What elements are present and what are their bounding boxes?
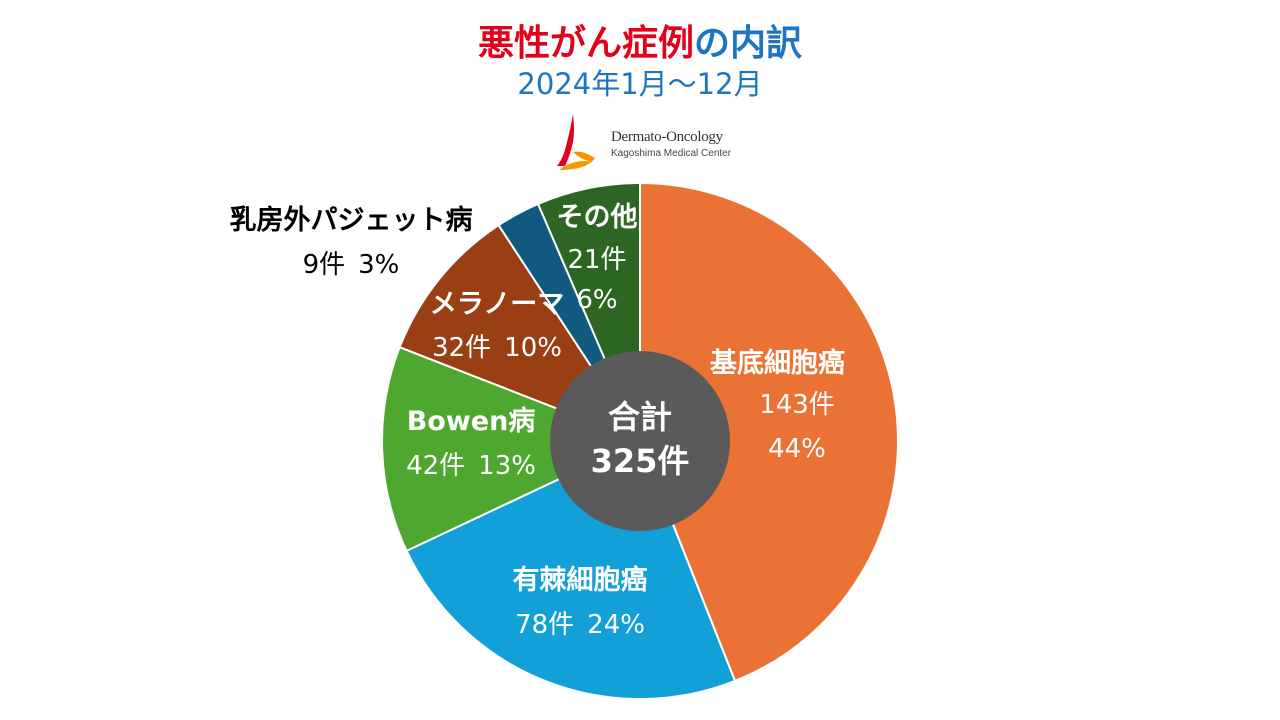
- slice-value-label-4: 9件 3%: [303, 250, 400, 280]
- total-label-line2: 325件: [591, 442, 690, 480]
- logo-stroke-red: [557, 114, 574, 166]
- chart-title-part2: の内訳: [694, 23, 803, 64]
- slice-value-label-1: 78件 24%: [515, 610, 645, 640]
- chart-title-part1: 悪性がん症例: [477, 23, 694, 64]
- chart-title: 悪性がん症例の内訳: [0, 22, 1280, 66]
- slice-percent-label-5: 6%: [576, 285, 617, 315]
- slice-value-label-0: 143件: [759, 390, 835, 420]
- slice-name-label-1: 有棘細胞癌: [513, 564, 648, 596]
- slice-percent-label-0: 44%: [768, 434, 826, 464]
- logo-text-line2: Kagoshima Medical Center: [611, 148, 732, 159]
- pie-slice-0: [639, 181, 899, 683]
- logo: Dermato-Oncology Kagoshima Medical Cente…: [553, 112, 753, 174]
- center-total-circle: [550, 351, 730, 531]
- pie-labels: 基底細胞癌 143件 44% 有棘細胞癌 78件 24% Bowen病 42件 13% メラノ…: [230, 202, 846, 640]
- slice-value-label-5: 21件: [567, 245, 626, 275]
- slice-value-label-3: 32件 10%: [432, 333, 562, 363]
- slice-value-label-2: 42件 13%: [406, 451, 536, 481]
- total-label-line1: 合計: [608, 398, 672, 436]
- slice-name-label-3: メラノーマ: [430, 289, 564, 320]
- pie-slice-2: [381, 345, 643, 553]
- logo-mark-icon: [557, 114, 595, 170]
- logo-stroke-orange: [559, 151, 595, 170]
- slice-name-label-0: 基底細胞癌: [710, 347, 845, 379]
- chart-subtitle: 2024年1月～12月: [517, 67, 763, 101]
- slice-name-label-4: 乳房外パジェット病: [230, 205, 473, 236]
- slice-name-label-5: その他: [557, 202, 638, 233]
- logo-text-line1: Dermato-Oncology: [611, 129, 723, 145]
- slice-name-label-2: Bowen病: [407, 406, 536, 437]
